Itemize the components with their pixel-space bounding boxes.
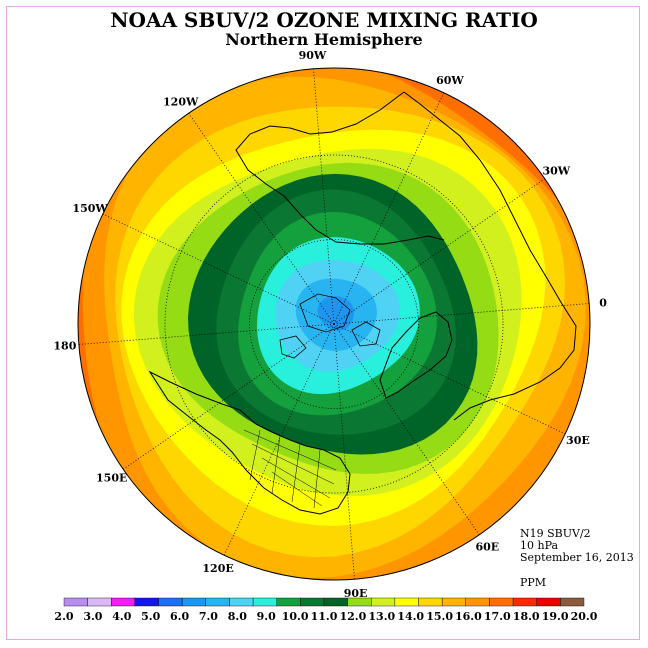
meridian-line [333,303,590,325]
colorbar-tick-label: 3.0 [83,610,102,623]
meridian-line [333,92,445,325]
north-america-coastline [148,370,351,515]
colorbar-tick-label: 18.0 [513,610,540,623]
colorbar-tick-label: 10.0 [282,610,309,623]
colorbar-tick-label: 9.0 [257,610,276,623]
colorbar-swatch [63,597,88,607]
longitude-label: 60E [475,540,499,553]
colorbar-swatch [418,597,443,607]
colorbar-swatch [323,597,348,607]
ozone-band [317,296,355,331]
colorbar-swatch [276,597,301,607]
meridian-line [122,323,335,470]
colorbar-tick-label: 13.0 [368,610,395,623]
colorbar-swatch [442,597,467,607]
longitude-label: 120E [202,562,233,575]
colorbar-tick-label: 14.0 [397,610,424,623]
colorbar-tick-label: 15.0 [426,610,453,623]
map-subtitle: Northern Hemisphere [225,30,423,49]
colorbar-swatch [347,597,372,607]
colorbar-tick-label: 2.0 [54,610,73,623]
colorbar-swatch [560,597,585,607]
colorbar-swatch [512,597,537,607]
longitude-label: 90E [344,587,368,600]
meridian-line [188,112,335,325]
coastlines [148,91,577,515]
latitude-circle [164,154,504,494]
arctic-islands-coastline [279,293,381,359]
colorbar-swatch [87,597,112,607]
longitude-label: 90W [299,49,327,62]
colorbar-swatch [465,597,490,607]
pressure-level-label: 10 hPa [520,539,559,552]
colorbar-tick-label: 8.0 [228,610,247,623]
colorbar-swatch [229,597,254,607]
map-boundary [77,67,591,581]
colorbar-tick-label: 17.0 [484,610,511,623]
meridian-line [313,68,335,325]
map-title: NOAA SBUV/2 OZONE MIXING RATIO [110,8,538,32]
colorbar-tick-label: 16.0 [455,610,482,623]
instrument-label: N19 SBUV/2 [520,527,591,540]
longitude-label: 30W [542,165,570,178]
eurasia-coastline [235,91,577,421]
colorbar-tick-label: 11.0 [311,610,338,623]
colorbar-swatch [252,597,277,607]
colorbar-tick-label: 4.0 [112,610,131,623]
colorbar-swatch [134,597,159,607]
colorbar-tick-label: 5.0 [141,610,160,623]
units-label: PPM [520,576,547,589]
longitude-label: 30E [566,434,590,447]
us-state-boundaries [243,429,337,509]
colorbar-swatch [371,597,396,607]
colorbar-tick-label: 20.0 [571,610,598,623]
longitude-label: 150W [72,202,108,215]
meridian-line [333,323,566,435]
longitude-label: 120W [163,96,199,109]
colorbar-swatch [205,597,230,607]
longitude-label: 0 [599,296,607,309]
longitude-label: 150E [96,471,127,484]
greenland-coastline [379,311,453,399]
meridian-line [333,323,355,580]
longitude-labels: 90E 60E 30E 0 30W 60W 90W 120W 150W 180 150E 120E [53,49,607,600]
colorbar-tick-label: 12.0 [340,610,367,623]
colorbar-tick-label: 6.0 [170,610,189,623]
colorbar-swatch [158,597,183,607]
date-label: September 16, 2013 [520,551,634,564]
colorbar-swatch [300,597,325,607]
colorbar-tick-label: 7.0 [199,610,218,623]
colorbar-swatch [111,597,136,607]
colorbar-tick-label: 19.0 [542,610,569,623]
latitude-circle [249,239,419,409]
lat-lon-grid [78,68,590,580]
longitude-label: 60W [436,74,464,87]
longitude-label: 180 [53,340,76,353]
meridian-line [78,323,335,345]
colorbar-swatch [536,597,561,607]
meridian-line [333,323,480,536]
meridian-line [223,323,335,556]
colorbar: 2.0 3.0 4.0 5.0 6.0 7.0 8.0 9.0 10.0 11.0 12.0 13.0… [54,597,598,623]
ozone-contour-bands [78,68,590,580]
meridian-line [333,178,546,325]
colorbar-swatch [489,597,514,607]
meridian-line [102,213,335,325]
colorbar-swatch [394,597,419,607]
colorbar-swatch [181,597,206,607]
